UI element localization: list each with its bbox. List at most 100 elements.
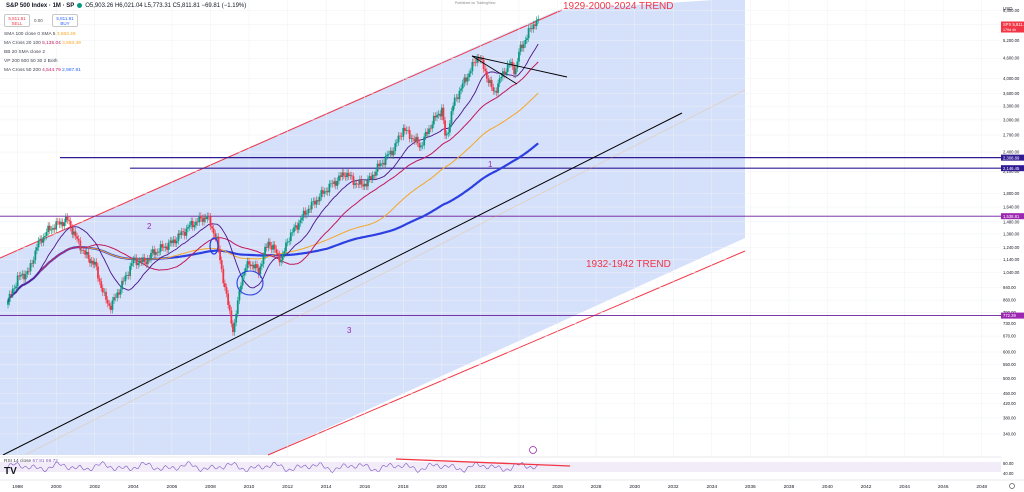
candle [129,266,132,276]
candle [156,252,159,253]
indicator-legend-row[interactable]: MA Cross 50 200 4,544.79 2,987.81 [4,68,81,73]
candle [450,111,453,124]
price-tick-label: 1,800.00 [1003,191,1020,196]
candle [342,172,345,176]
indicator-legend-row[interactable]: SMA 100 close 0 SMA 5 3,663.49 [4,32,76,37]
event-marker-icon [529,446,537,454]
candle [8,293,11,302]
candle [260,264,263,267]
candle [215,236,218,238]
candle [233,322,236,333]
buy-button[interactable]: 5,811.81 BUY [52,14,78,27]
candle [106,299,109,304]
candle [122,280,125,282]
symbol-title[interactable]: S&P 500 Index · 1M · SP [6,3,75,10]
price-tick-label: 1,640.00 [1003,204,1020,209]
candle [455,97,458,99]
candle [151,249,154,253]
candle [267,241,270,248]
time-tick-label: 2012 [282,484,293,490]
published-note: Published on TradingView [455,1,496,5]
candle [352,176,355,185]
candle [333,181,336,184]
candle [145,261,148,265]
candle [220,260,223,269]
candle [485,71,488,79]
time-axis[interactable]: 1998 2000 2002 2004 2006 2008 2010 2012 2014 2016… [0,479,1024,492]
candle [154,252,157,255]
candle [365,183,368,187]
candle [84,250,87,255]
drawings [2,55,746,455]
indicator-legend-row[interactable]: VP 200 500 50 30 2 Both [4,59,58,64]
tradingview-logo-icon[interactable]: TV [4,466,17,477]
candle [44,236,46,238]
candle [235,313,238,323]
candle [199,215,202,219]
gear-icon[interactable] [1009,483,1015,489]
candle [513,66,516,75]
price-level-badge [1001,213,1024,220]
indicator-name: SMA 100 close 0 SMA 5 [4,32,56,37]
price-tick-label: 3,600.00 [1003,91,1020,96]
candle [301,217,303,221]
candle [444,120,446,136]
candle [82,250,85,251]
time-tick-label: 2040 [822,484,833,490]
candle [424,131,427,137]
candle [466,77,469,82]
time-tick-label: 2042 [861,484,872,490]
candle [527,28,530,39]
candle [349,175,352,177]
candle [153,249,156,255]
candle [265,246,268,248]
candle [484,69,487,72]
candle [243,271,246,276]
time-tick-label: 2010 [244,484,255,490]
candle [56,221,59,223]
candle [212,228,215,234]
candle [203,217,205,222]
candle [379,163,382,166]
price-axis[interactable]: USD6,400.005,800.005,200.004,600.004,000… [1001,0,1024,492]
candle [143,257,146,262]
candle [487,78,490,83]
horizontal-levels [0,157,1001,317]
candle [238,290,241,301]
candle [503,71,506,75]
candle [410,138,413,139]
indicator-name: MA Cross 20 100 [4,41,41,46]
candle [395,142,398,144]
indicator-legend-row[interactable]: BB 20 SMA close 2 [4,50,45,55]
candle [426,131,429,134]
time-tick-label: 2028 [591,484,602,490]
candle [437,113,440,116]
sell-button[interactable]: 5,811.81 SELL [4,14,30,27]
candle [416,136,419,144]
candle [397,135,400,143]
candle [191,221,194,228]
indicator-name: VP 200 500 50 30 2 Both [4,59,58,64]
indicator-legend-row[interactable]: MA Cross 20 100 5,135.04 3,663.49 [4,41,81,46]
candle [318,196,321,202]
rsi-legend[interactable]: RSI 14 close 67.81 69.72 [4,459,58,464]
candle [370,176,373,180]
candle [230,310,233,324]
spread-value: 0.00 [34,18,43,23]
candle [18,275,21,277]
time-tick-label: 2024 [514,484,525,490]
candle [158,251,160,253]
candle [89,258,91,264]
candles [7,15,540,336]
candle [273,244,276,250]
candle [11,288,14,295]
candle [48,225,51,231]
candle [227,293,230,305]
candle [381,162,384,164]
candle [413,138,416,142]
candle [400,136,403,137]
candle [407,130,409,131]
candle [37,240,40,248]
candle [532,24,535,30]
